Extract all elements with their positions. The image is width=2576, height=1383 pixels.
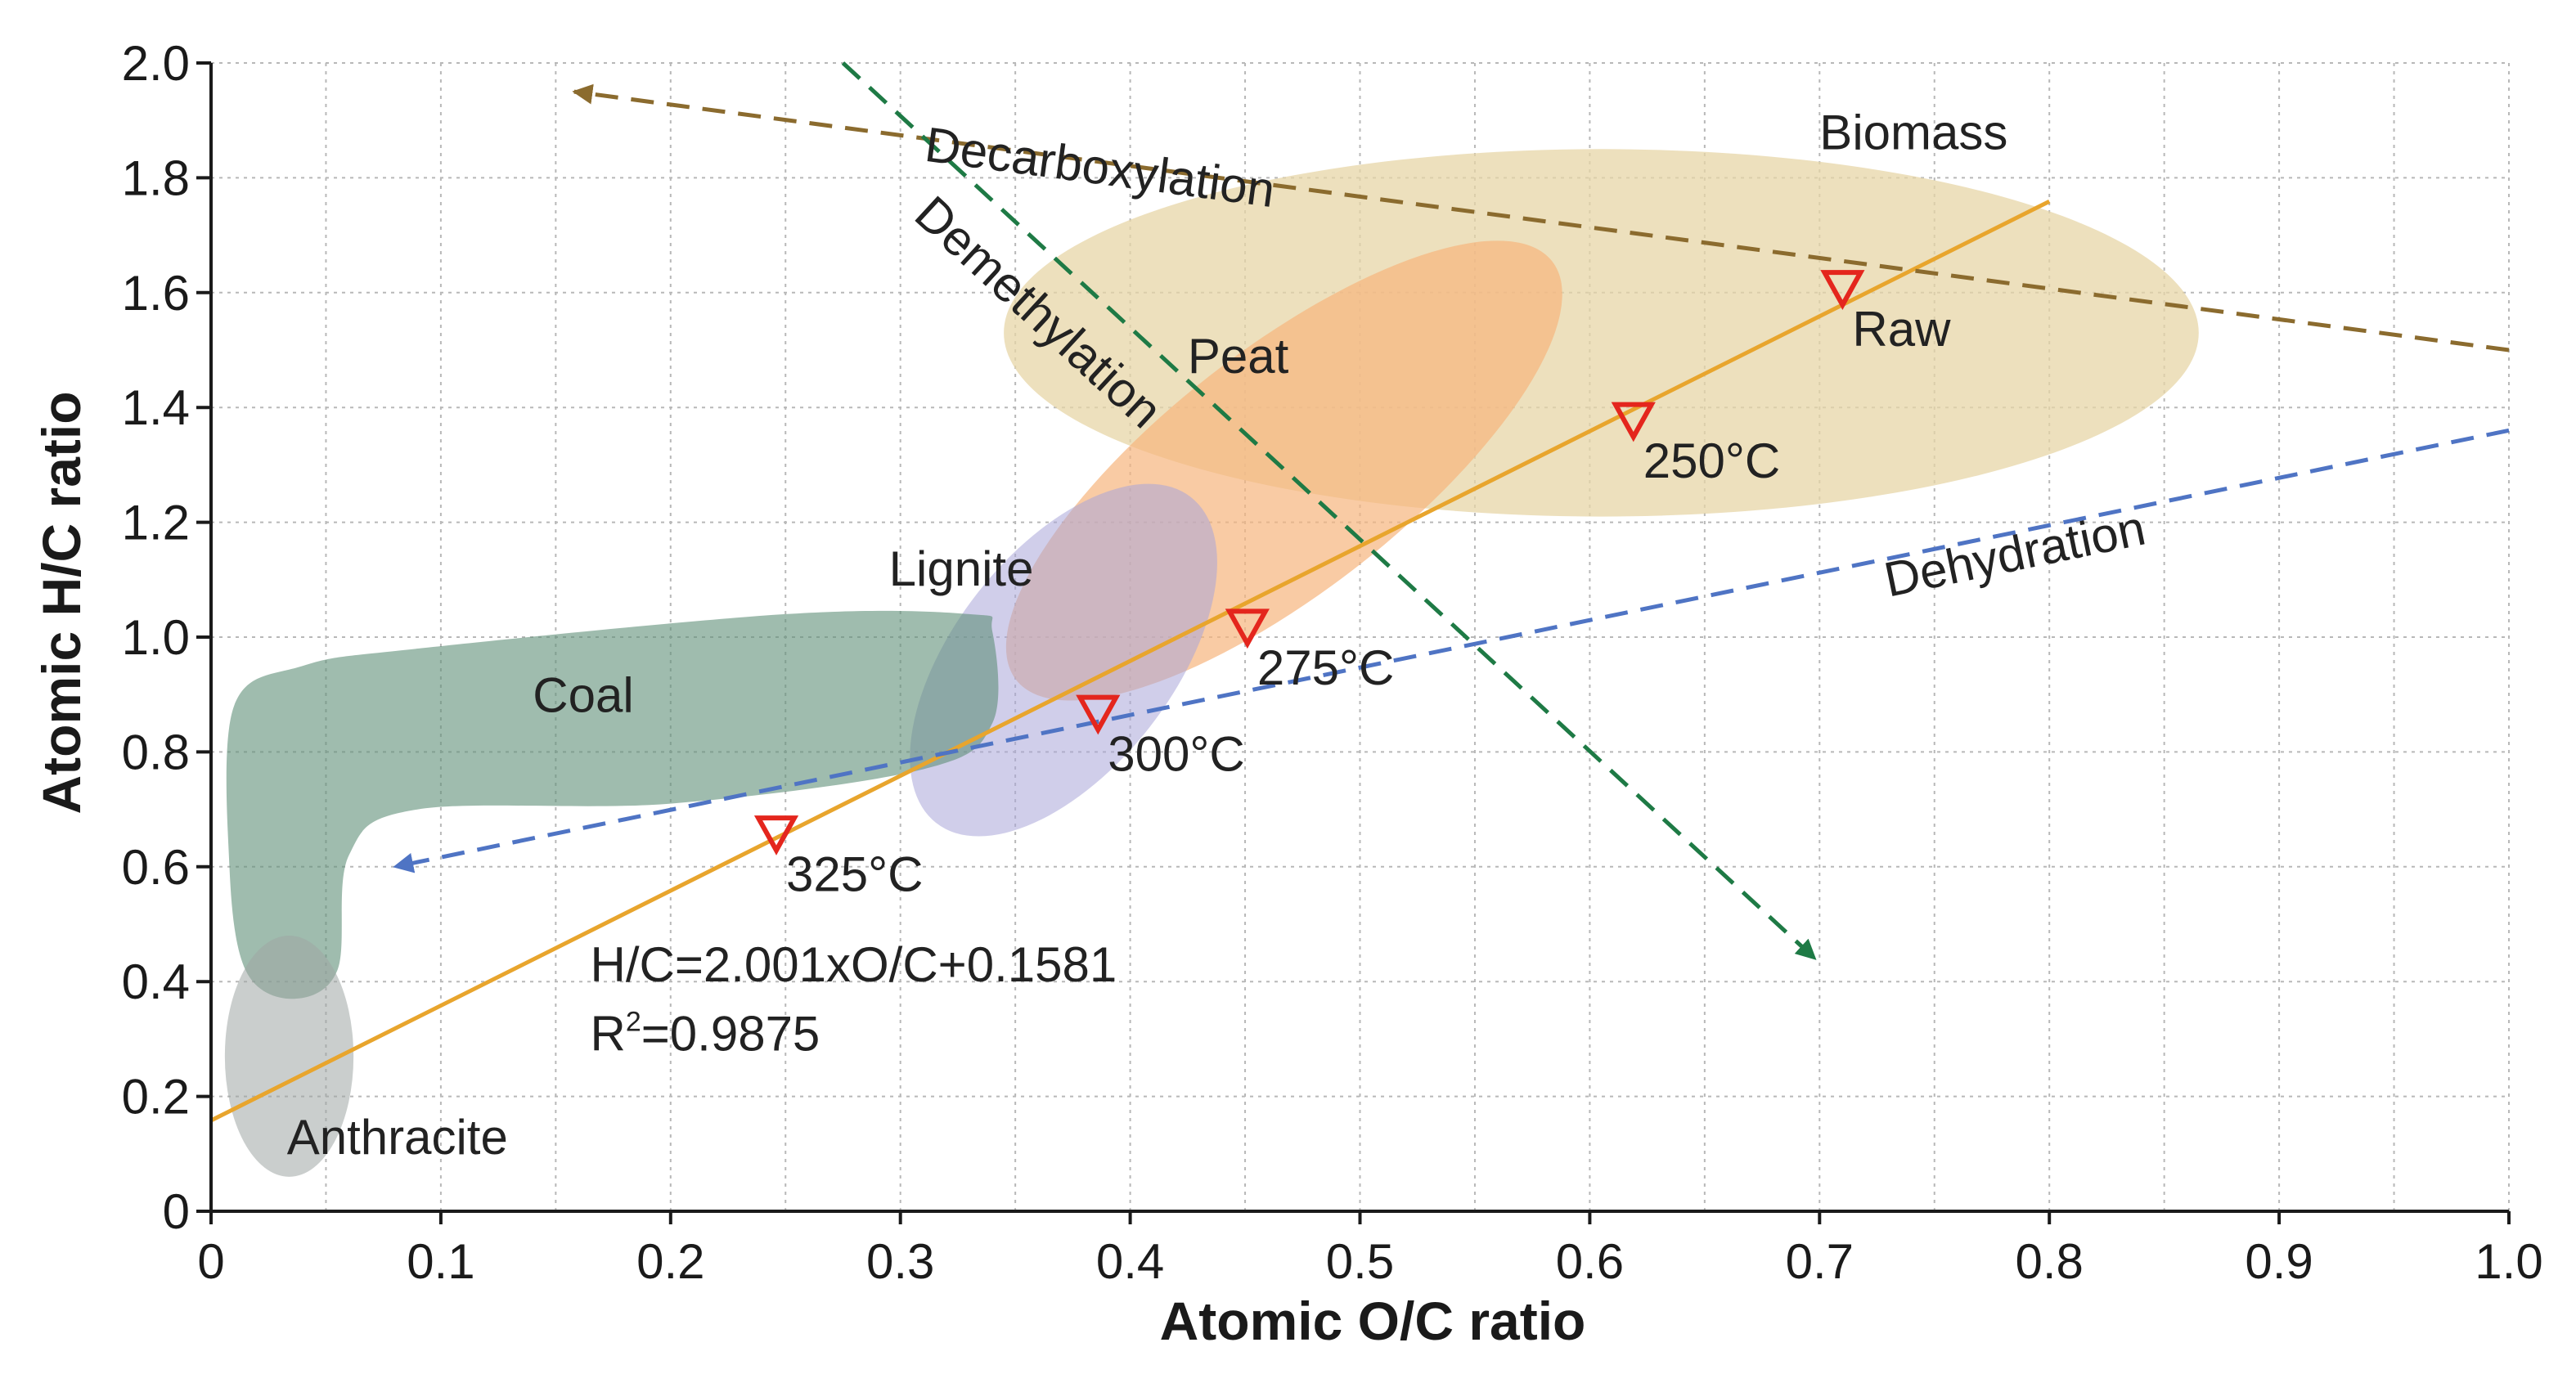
process-arrows — [393, 61, 2510, 960]
point-marker — [1076, 694, 1121, 735]
y-tick-label: 0 — [163, 1184, 190, 1239]
arrow-label-dehydration: Dehydration — [1880, 501, 2150, 608]
region-label-peat: Peat — [1188, 329, 1289, 384]
x-tick-label: 0.1 — [407, 1234, 474, 1289]
y-tick-label: 1.0 — [122, 610, 190, 665]
fit-r-squared: R2=0.9875 — [590, 1006, 820, 1061]
x-tick-label: 0.4 — [1096, 1234, 1164, 1289]
data-points — [753, 270, 1865, 855]
arrow-label-decarboxylation: Decarboxylation — [922, 117, 1278, 218]
y-axis-title: Atomic H/C ratio — [31, 391, 92, 814]
region-label-coal: Coal — [533, 667, 633, 722]
x-tick-label: 0.6 — [1556, 1234, 1624, 1289]
regions — [224, 149, 2199, 1177]
y-tick-label: 1.8 — [122, 150, 190, 205]
x-tick-label: 0.8 — [2015, 1234, 2083, 1289]
y-tick-label: 0.6 — [122, 840, 190, 895]
y-tick-label: 2.0 — [122, 36, 190, 91]
point-label: 250°C — [1643, 433, 1780, 488]
region-label-anthracite: Anthracite — [287, 1110, 508, 1165]
y-tick-label: 1.4 — [122, 380, 190, 435]
x-tick-label: 0.7 — [1786, 1234, 1854, 1289]
point-marker — [1225, 608, 1270, 649]
fit-equation: H/C=2.001xO/C+0.1581 — [590, 937, 1117, 992]
x-tick-label: 0.2 — [636, 1234, 704, 1289]
y-tick-label: 0.8 — [122, 725, 190, 779]
x-tick-label: 0.9 — [2245, 1234, 2313, 1289]
r2-superscript: 2 — [626, 1006, 641, 1037]
region-coal — [226, 610, 999, 999]
r2-base: R — [590, 1006, 625, 1061]
y-tick-label: 0.2 — [122, 1070, 190, 1125]
region-label-lignite: Lignite — [889, 541, 1034, 596]
x-tick-label: 0.3 — [866, 1234, 934, 1289]
point-label: 325°C — [786, 847, 923, 902]
x-tick-label: 0 — [197, 1234, 224, 1289]
fit-line-group — [209, 200, 2051, 1123]
region-lignite — [910, 483, 1217, 837]
r2-value: =0.9875 — [641, 1006, 820, 1061]
x-axis-title: Atomic O/C ratio — [1160, 1291, 1586, 1351]
fit-line — [209, 200, 2051, 1123]
arrow-demethylation — [841, 61, 1817, 960]
arrow-decarboxylation — [572, 83, 2510, 352]
point-label: Raw — [1852, 302, 1951, 357]
point-marker — [753, 815, 799, 855]
point-marker — [1611, 402, 1656, 442]
region-anthracite — [224, 936, 354, 1177]
axes: 0 0.1 0.2 0.3 0.4 0.5 0.6 0.7 0.8 0.9 1.0 0 0.2 0.4 0.… — [122, 36, 2543, 1289]
y-tick-label: 1.6 — [122, 266, 190, 321]
point-marker — [1820, 270, 1865, 310]
x-tick-label: 0.5 — [1326, 1234, 1394, 1289]
y-tick-label: 0.4 — [122, 954, 190, 1009]
region-label-biomass: Biomass — [1819, 105, 2007, 159]
point-label: 300°C — [1108, 726, 1244, 781]
y-tick-label: 1.2 — [122, 496, 190, 550]
point-label: 275°C — [1257, 640, 1394, 695]
x-tick-label: 1.0 — [2475, 1234, 2542, 1289]
